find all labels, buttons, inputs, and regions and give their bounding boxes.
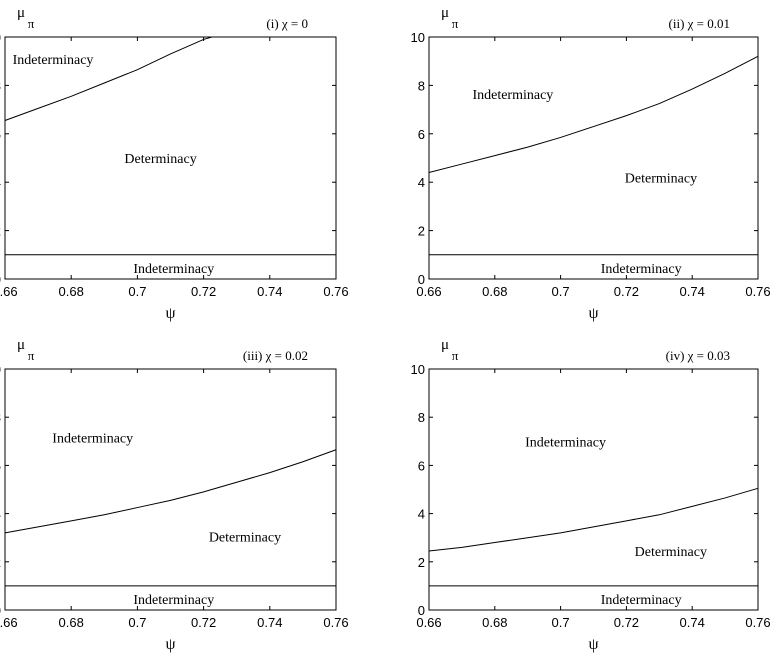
plot-frame	[4, 36, 337, 280]
y-tick-label: 0	[0, 603, 1, 618]
y-axis-label-mu: μ	[441, 337, 449, 353]
x-tick-label: 0.74	[257, 615, 282, 630]
y-tick-label: 4	[418, 507, 425, 522]
x-tick-label: 0.7	[128, 615, 146, 630]
chart-panel-3: 0.66 0.68 0.7 0.72 0.74 0.76 0 2 4 6 8 10 (iii) χ = …	[0, 337, 349, 653]
x-axis-label: ψ	[588, 305, 598, 322]
region-label-determinacy: Determinacy	[209, 530, 281, 545]
x-tick-label: 0.7	[128, 284, 146, 299]
y-tick-label: 10	[0, 30, 1, 45]
y-tick-label: 4	[418, 175, 425, 190]
region-label-indeterminacy: Indeterminacy	[52, 432, 133, 447]
x-tick-label: 0.66	[0, 615, 18, 630]
y-tick-label: 8	[418, 410, 425, 425]
y-axis-label-pi: π	[28, 348, 35, 363]
y-axis-label-pi: π	[452, 16, 459, 31]
x-tick-label: 0.76	[323, 615, 348, 630]
y-tick-label: 2	[418, 555, 425, 570]
y-axis-label-mu: μ	[441, 5, 449, 21]
y-axis-label-mu: μ	[17, 337, 25, 353]
y-tick-label: 0	[0, 272, 1, 287]
y-tick-label: 0	[418, 272, 425, 287]
y-tick-label: 4	[0, 175, 1, 190]
y-tick-label: 8	[0, 410, 1, 425]
region-label-indeterminacy: Indeterminacy	[601, 593, 682, 608]
x-tick-label: 0.76	[745, 284, 770, 299]
plot-frame	[428, 368, 759, 611]
chart-panel-1: 0.66 0.68 0.7 0.72 0.74 0.76 0 2 4 6 8 10 (i) χ = 0 ψ…	[0, 5, 349, 322]
region-label-indeterminacy: Indeterminacy	[133, 593, 214, 608]
y-tick-label: 8	[418, 78, 425, 93]
region-label-indeterminacy: Indeterminacy	[525, 435, 606, 450]
region-label-determinacy: Determinacy	[124, 152, 196, 167]
panel-title: (i) χ = 0	[266, 16, 308, 31]
y-tick-label: 2	[418, 224, 425, 239]
x-tick-label: 0.7	[552, 284, 570, 299]
panel-title: (iii) χ = 0.02	[243, 348, 308, 363]
y-tick-label: 6	[418, 127, 425, 142]
x-tick-label: 0.68	[482, 615, 507, 630]
y-tick-label: 8	[0, 78, 1, 93]
plot-frame	[4, 368, 337, 611]
region-label-indeterminacy: Indeterminacy	[13, 53, 94, 68]
x-tick-label: 0.72	[614, 615, 639, 630]
boundary-curve	[428, 55, 759, 174]
x-tick-label: 0.7	[552, 615, 570, 630]
x-tick-label: 0.76	[745, 615, 770, 630]
y-tick-label: 2	[0, 555, 1, 570]
region-label-indeterminacy: Indeterminacy	[472, 88, 553, 103]
y-tick-label: 4	[0, 507, 1, 522]
x-tick-label: 0.68	[59, 615, 84, 630]
plot-frame	[428, 36, 759, 280]
x-tick-label: 0.72	[191, 284, 216, 299]
x-tick-label: 0.66	[416, 615, 441, 630]
chart-panel-2: 0.66 0.68 0.7 0.72 0.74 0.76 0 2 4 6 8 10 (ii) χ = 0…	[411, 5, 771, 322]
y-tick-label: 10	[411, 30, 425, 45]
y-tick-label: 2	[0, 224, 1, 239]
y-tick-label: 6	[0, 127, 1, 142]
boundary-curve	[428, 487, 759, 552]
y-tick-label: 10	[0, 362, 1, 377]
x-tick-label: 0.68	[59, 284, 84, 299]
y-axis-label-mu: μ	[17, 5, 25, 21]
y-axis-label-pi: π	[452, 348, 459, 363]
y-tick-label: 0	[418, 603, 425, 618]
x-axis-label: ψ	[165, 305, 175, 322]
x-axis-label: ψ	[588, 636, 598, 653]
boundary-curve	[4, 36, 213, 121]
region-label-determinacy: Determinacy	[635, 545, 707, 560]
x-tick-label: 0.66	[0, 284, 18, 299]
x-tick-label: 0.74	[680, 615, 705, 630]
chart-panel-4: 0.66 0.68 0.7 0.72 0.74 0.76 0 2 4 6 8 10 (iv) χ = 0…	[411, 337, 771, 653]
x-tick-label: 0.66	[416, 284, 441, 299]
y-tick-label: 6	[0, 458, 1, 473]
region-label-indeterminacy: Indeterminacy	[601, 262, 682, 277]
x-axis-label: ψ	[165, 636, 175, 653]
boundary-curve	[4, 449, 337, 534]
x-tick-label: 0.68	[482, 284, 507, 299]
y-tick-label: 10	[411, 362, 425, 377]
x-tick-label: 0.74	[257, 284, 282, 299]
x-tick-label: 0.72	[614, 284, 639, 299]
x-tick-label: 0.76	[323, 284, 348, 299]
x-tick-label: 0.74	[680, 284, 705, 299]
region-label-indeterminacy: Indeterminacy	[133, 262, 214, 277]
y-tick-label: 6	[418, 458, 425, 473]
panel-title: (iv) χ = 0.03	[666, 348, 730, 363]
panel-title: (ii) χ = 0.01	[669, 16, 730, 31]
region-label-determinacy: Determinacy	[625, 171, 697, 186]
y-axis-label-pi: π	[28, 16, 35, 31]
x-tick-label: 0.72	[191, 615, 216, 630]
